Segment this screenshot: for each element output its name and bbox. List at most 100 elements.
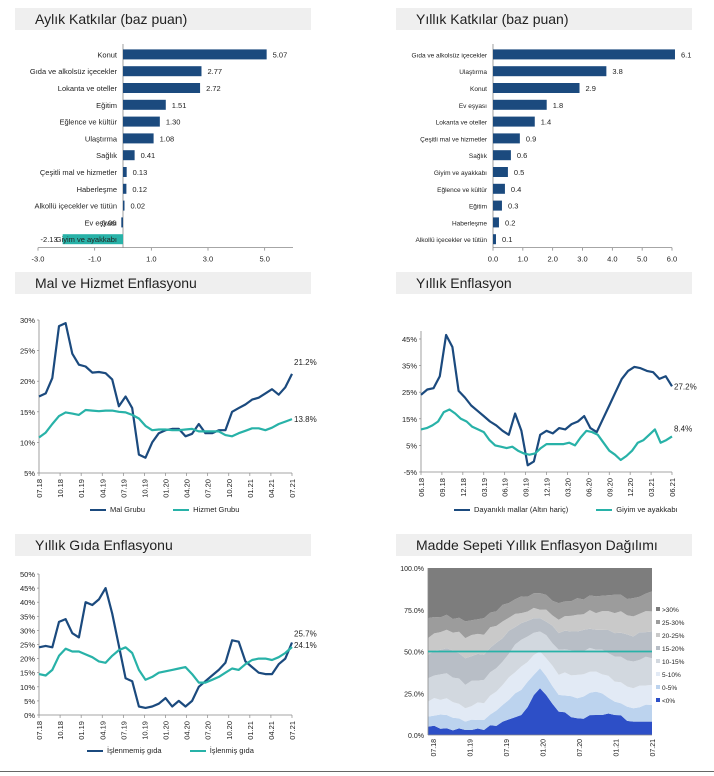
bar xyxy=(123,49,267,60)
x-tick-label: 01.19 xyxy=(77,479,86,498)
x-tick-label: 04.21 xyxy=(267,479,276,498)
legend-swatch xyxy=(656,698,660,702)
value-label: 0.4 xyxy=(511,185,521,194)
panel-yillik-enflasyon: Yıllık Enflasyon -5% 5% 15% 25% 35% 45% 06.18 0… xyxy=(396,272,706,522)
category-label: Lokanta ve oteller xyxy=(436,120,488,127)
value-label: 5.07 xyxy=(273,50,288,59)
end-value-label: 25.7% xyxy=(294,630,317,639)
x-tick-label: 09.19 xyxy=(522,478,531,497)
panel-yillik-katkilar: Yıllık Katkılar (baz puan) Gıda ve alkol… xyxy=(396,8,692,268)
x-tick-label: 4.0 xyxy=(607,255,617,264)
yillik-enflasyon-chart: -5% 5% 15% 25% 35% 45% 06.18 09.18 12.18 03.19 06.… xyxy=(402,331,697,497)
category-label: Konut xyxy=(97,50,118,59)
chart-title: Mal ve Hizmet Enflasyonu xyxy=(15,272,311,294)
legend-label: Mal Grubu xyxy=(110,505,146,514)
y-tick-label: 0.0% xyxy=(408,733,424,740)
x-tick-label: 10.20 xyxy=(225,479,234,498)
legend-item: İşlenmemiş gıda xyxy=(87,746,162,755)
x-tick-label: 10.19 xyxy=(140,721,149,740)
legend-label: Dayanıklı mallar (Altın hariç) xyxy=(474,505,569,514)
legend-label: 0-5% xyxy=(662,685,677,692)
value-label: 2.77 xyxy=(207,67,222,76)
legend-swatch xyxy=(87,750,103,753)
value-label: -2.13 xyxy=(41,235,58,244)
y-tick-label: 50.0% xyxy=(404,650,424,657)
y-tick-label: 15% xyxy=(20,669,35,678)
chart-title: Aylık Katkılar (baz puan) xyxy=(15,8,311,30)
x-tick-label: 01.20 xyxy=(162,479,171,498)
y-tick-label: 30% xyxy=(20,316,35,325)
y-tick-label: -5% xyxy=(404,468,418,477)
x-tick-label: 07.20 xyxy=(577,739,584,757)
y-tick-label: 5% xyxy=(24,469,35,478)
series-line xyxy=(38,408,293,439)
y-tick-label: 15% xyxy=(402,415,417,424)
legend-swatch xyxy=(656,685,660,689)
x-tick-label: 09.20 xyxy=(605,478,614,497)
series-line xyxy=(38,646,293,684)
legend-swatch xyxy=(454,509,470,512)
legend-swatch xyxy=(173,509,190,512)
legend-swatch xyxy=(656,672,660,676)
value-label: 1.4 xyxy=(541,118,551,127)
legend-swatch xyxy=(189,750,206,753)
x-tick-label: 04.21 xyxy=(267,721,276,740)
bar xyxy=(493,234,496,245)
y-tick-label: 20% xyxy=(20,377,35,386)
bar xyxy=(121,217,123,228)
value-label: 0.1 xyxy=(502,235,512,244)
y-tick-label: 45% xyxy=(402,335,417,344)
bar xyxy=(123,167,127,177)
area-layer xyxy=(428,568,652,622)
y-tick-label: 25% xyxy=(402,388,417,397)
value-label: 0.3 xyxy=(508,202,518,211)
x-tick-label: 09.18 xyxy=(438,478,447,497)
mal-hizmet-chart: 5% 10% 15% 20% 25% 30% 07.18 10.18 01.19 04.19 07.… xyxy=(20,316,317,498)
legend-item: Mal Grubu xyxy=(90,505,145,514)
value-label: 3.8 xyxy=(612,67,622,76)
legend-label: İşlenmiş gıda xyxy=(209,746,254,755)
category-label: Eğitim xyxy=(96,101,117,110)
y-tick-label: 25% xyxy=(20,641,35,650)
legend-label: Hizmet Grubu xyxy=(193,505,240,514)
legend-label: Giyim ve ayakkabı xyxy=(616,505,678,514)
x-tick-label: 10.19 xyxy=(140,479,149,498)
bar xyxy=(123,99,166,110)
bar xyxy=(123,133,154,144)
x-tick-label: 03.19 xyxy=(480,478,489,497)
bar xyxy=(493,167,508,177)
y-tick-label: 35% xyxy=(402,362,417,371)
bar xyxy=(493,83,580,93)
area-layer xyxy=(428,668,652,731)
legend-label: 15-20% xyxy=(662,646,685,653)
value-label: 0.12 xyxy=(132,185,147,194)
x-tick-label: 06.18 xyxy=(417,478,426,497)
bar xyxy=(493,49,675,60)
value-label: 1.08 xyxy=(160,134,175,143)
category-label: Eğlence ve kültür xyxy=(437,187,488,194)
legend: Dayanıklı mallar (Altın hariç) Giyim ve … xyxy=(454,505,678,514)
category-label: Gıda ve alkolsüz içecekler xyxy=(411,52,487,59)
category-label: Gıda ve alkolsüz içecekler xyxy=(30,67,118,76)
x-tick-label: 07.18 xyxy=(35,479,44,498)
value-label: 0.5 xyxy=(514,168,524,177)
category-label: Sağlık xyxy=(469,153,488,160)
legend-label: 10-15% xyxy=(662,659,685,666)
chart-title: Yıllık Enflasyon xyxy=(396,272,692,294)
x-tick-label: 5.0 xyxy=(637,255,647,264)
value-label: 0.41 xyxy=(141,151,156,160)
x-tick-label: 01.20 xyxy=(541,739,548,757)
y-tick-label: 10% xyxy=(20,683,35,692)
category-label: Eğlence ve kültür xyxy=(59,118,117,127)
x-tick-label: -3.0 xyxy=(32,255,45,264)
x-tick-label: 06.20 xyxy=(584,478,593,497)
bar xyxy=(123,66,202,77)
category-label: Konut xyxy=(470,86,487,93)
category-label: Giyim ve ayakkabı xyxy=(56,235,117,244)
x-tick-label: 07.20 xyxy=(204,479,213,498)
x-tick-label: 12.20 xyxy=(626,478,635,497)
x-tick-label: 04.20 xyxy=(183,479,192,498)
gida-chart: 0% 5% 10% 15% 20% 25% 30% 35% 40% 45% 50% 07.18 10.1… xyxy=(20,570,317,740)
legend-item: Hizmet Grubu xyxy=(173,505,239,514)
area-layer xyxy=(428,688,652,735)
